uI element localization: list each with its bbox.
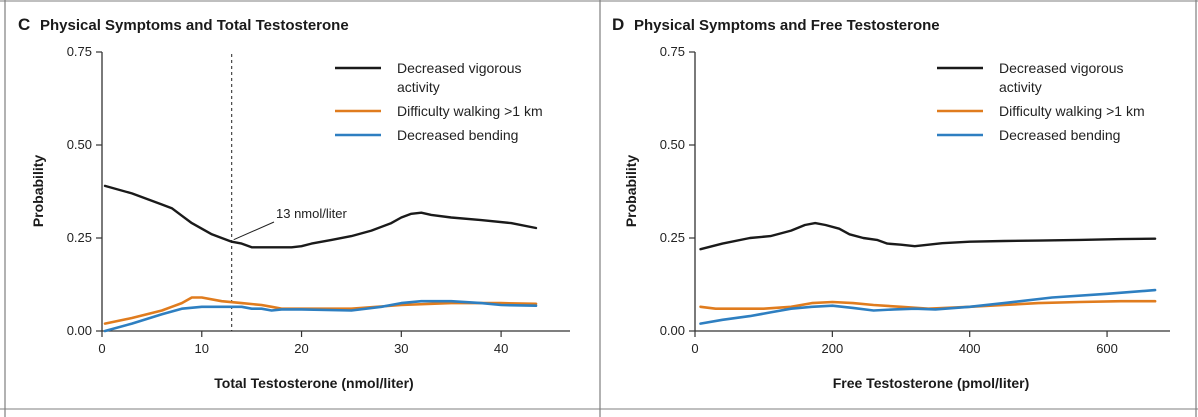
series-line-0 (699, 221, 1157, 251)
x-tick-label: 20 (294, 341, 308, 356)
series-line-2 (699, 288, 1157, 325)
panel-title: Physical Symptoms and Total Testosterone (40, 17, 349, 34)
y-axis-title: Probability (623, 155, 639, 228)
x-tick-label: 0 (98, 341, 105, 356)
x-tick-label: 40 (494, 341, 508, 356)
legend-label: Decreased vigorous (397, 60, 522, 76)
panel-title: Physical Symptoms and Free Testosterone (634, 17, 940, 34)
panel-d: D Physical Symptoms and Free Testosteron… (612, 15, 1170, 391)
tick-group: 0.00 0.25 0.50 0.75 0 200 400 600 (660, 44, 1118, 356)
x-axis-title: Free Testosterone (pmol/liter) (833, 375, 1030, 391)
legend-label: Decreased bending (999, 127, 1120, 143)
series-line-2 (103, 299, 538, 333)
x-tick-label: 10 (195, 341, 209, 356)
series-group (103, 184, 538, 333)
legend: Decreased vigorous activity Difficulty wal… (937, 60, 1145, 143)
y-tick-label: 0.75 (67, 44, 92, 59)
legend-label: activity (999, 79, 1042, 95)
series-line-1 (103, 296, 538, 325)
annotation-label: 13 nmol/liter (276, 206, 347, 221)
x-tick-label: 0 (691, 341, 698, 356)
series-group (699, 221, 1157, 325)
y-tick-label: 0.75 (660, 44, 685, 59)
y-tick-label: 0.50 (67, 137, 92, 152)
legend-label: Difficulty walking >1 km (397, 103, 543, 119)
tick-group: 0.00 0.25 0.50 0.75 0 10 20 30 40 (67, 44, 509, 356)
x-tick-label: 400 (959, 341, 981, 356)
legend-label: Difficulty walking >1 km (999, 103, 1145, 119)
legend-label: Decreased vigorous (999, 60, 1124, 76)
legend-label: activity (397, 79, 440, 95)
x-tick-label: 200 (822, 341, 844, 356)
annotation-group: 13 nmol/liter (231, 54, 347, 331)
y-tick-label: 0.50 (660, 137, 685, 152)
y-tick-label: 0.00 (660, 323, 685, 338)
x-axis-title: Total Testosterone (nmol/liter) (214, 375, 413, 391)
panel-c: C Physical Symptoms and Total Testostero… (18, 15, 570, 391)
x-tick-label: 600 (1096, 341, 1118, 356)
legend-label: Decreased bending (397, 127, 518, 143)
x-tick-label: 30 (394, 341, 408, 356)
panel-letter: C (18, 15, 30, 34)
y-axis-title: Probability (30, 155, 46, 228)
y-tick-label: 0.25 (67, 230, 92, 245)
panel-letter: D (612, 15, 624, 34)
y-tick-label: 0.25 (660, 230, 685, 245)
annotation-leader (233, 221, 275, 241)
series-line-0 (103, 184, 538, 249)
y-tick-label: 0.00 (67, 323, 92, 338)
series-line-1 (699, 299, 1157, 310)
legend: Decreased vigorous activity Difficulty wal… (335, 60, 543, 143)
